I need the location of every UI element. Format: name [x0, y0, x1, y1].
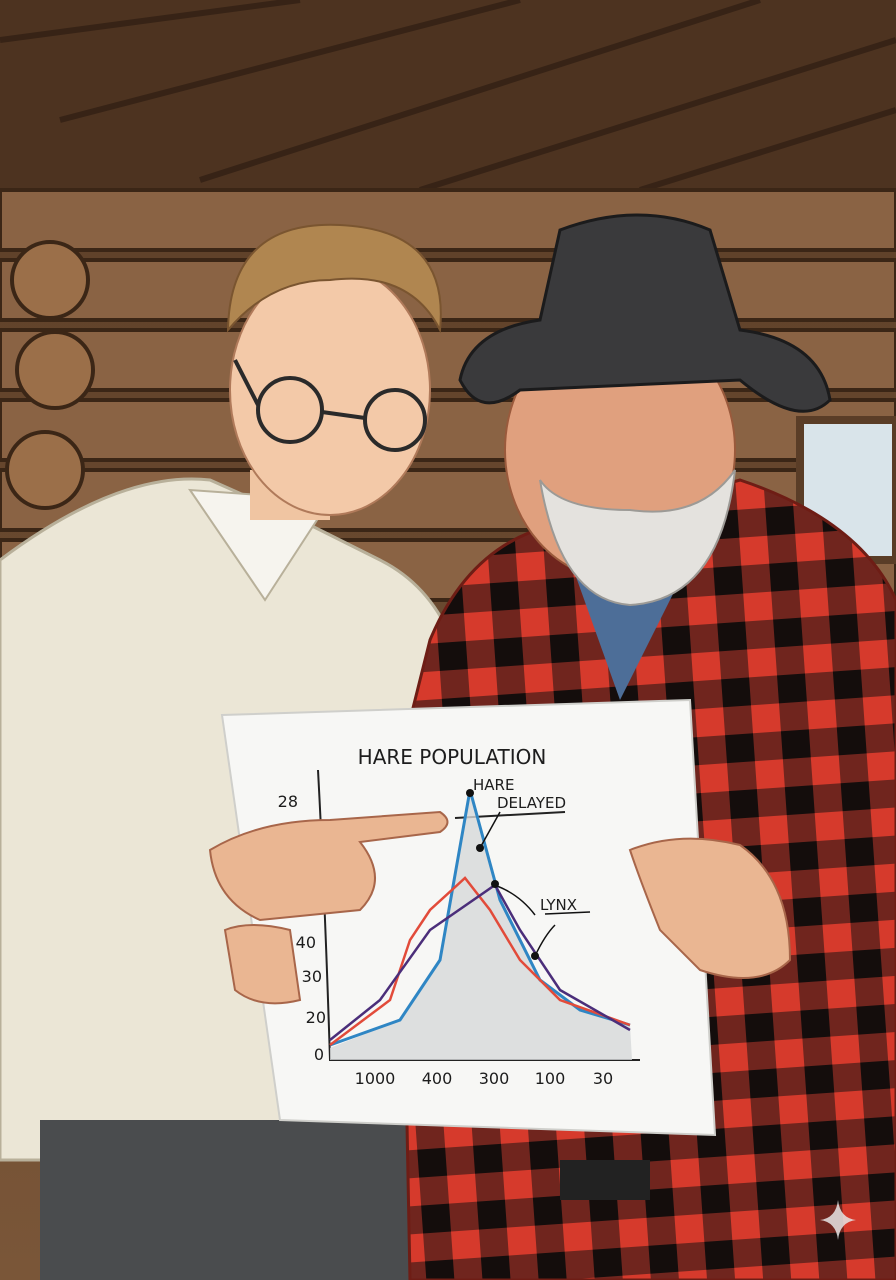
- sparkle-watermark: [820, 1200, 856, 1240]
- y-label: 20: [306, 1008, 326, 1027]
- x-label: 300: [479, 1069, 510, 1088]
- belt: [560, 1160, 650, 1200]
- annotation-leaders: [479, 811, 591, 957]
- paper: HARE POPULATION HARE DELAYED LYNX 28 40 …: [220, 698, 717, 1137]
- red-line: [329, 876, 631, 1046]
- x-label: 100: [535, 1069, 566, 1088]
- hands: [208, 810, 792, 1005]
- y-label: 30: [302, 967, 322, 986]
- y-label: 40: [296, 933, 316, 952]
- x-label: 1000: [355, 1069, 396, 1088]
- x-label: 30: [593, 1069, 613, 1088]
- annotation: LYNX: [540, 896, 577, 914]
- log-ends: [5, 240, 95, 510]
- y-label: 28: [278, 792, 298, 811]
- annotation: DELAYED: [497, 794, 566, 812]
- x-label: 400: [422, 1069, 453, 1088]
- annotation: HARE: [473, 776, 514, 794]
- y-label: 0: [314, 1045, 324, 1064]
- chart-title: HARE POPULATION: [358, 745, 547, 769]
